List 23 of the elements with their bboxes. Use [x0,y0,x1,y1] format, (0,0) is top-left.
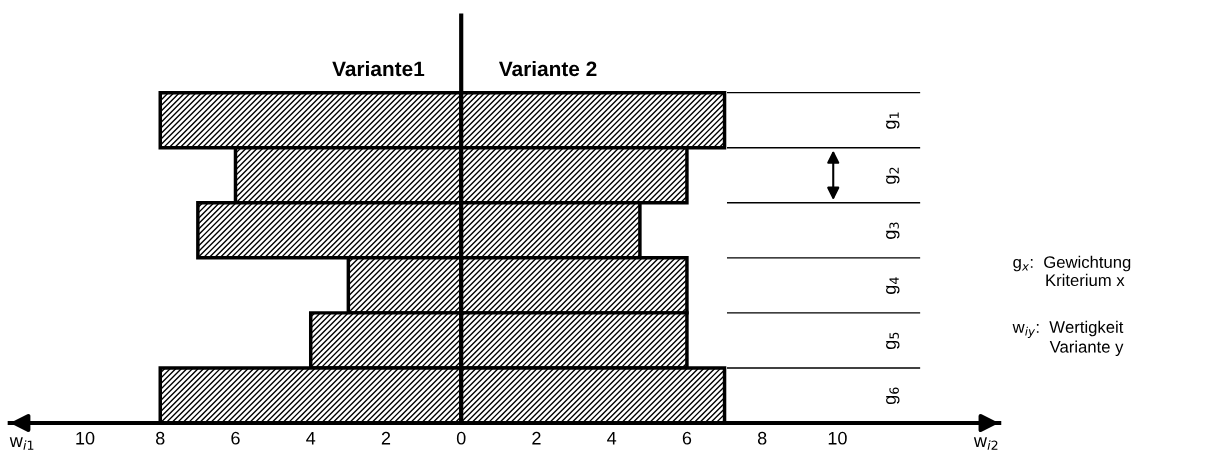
x-tick-label: 10 [828,431,847,445]
x-tick-label: 4 [306,432,316,445]
text: w$_{i1}$ [9,437,34,450]
text: w$_{i2}$ [973,437,998,450]
x-tick-label: 0 [456,431,466,445]
text: w$_{iy}$: Wertigkeit Variante y [1012,320,1124,357]
x-tick-label: 4 [607,432,617,445]
x-tick-label: 8 [757,431,767,445]
series-label: Variante 2 [498,60,597,77]
y-tick-label: g$_{3}$ [886,222,900,239]
x-tick-label: 6 [682,431,692,445]
x-tick-label: 10 [76,431,95,445]
y-tick-label: g$_{1}$ [886,112,900,129]
y-tick-label: g$_{2}$ [886,167,900,184]
x-tick-label: 8 [156,431,165,445]
y-tick-label: g$_{6}$ [886,387,900,405]
series-label: Variante1 [332,60,425,77]
x-tick-label: 2 [381,431,391,445]
x-tick-label: 6 [231,431,240,445]
y-tick-label: g$_{5}$ [886,332,900,350]
y-tick-label: g$_{4}$ [886,277,900,294]
text: g$_{x}$: Gewichtung Kriterium x [1013,255,1131,287]
x-tick-label: 2 [532,431,541,445]
